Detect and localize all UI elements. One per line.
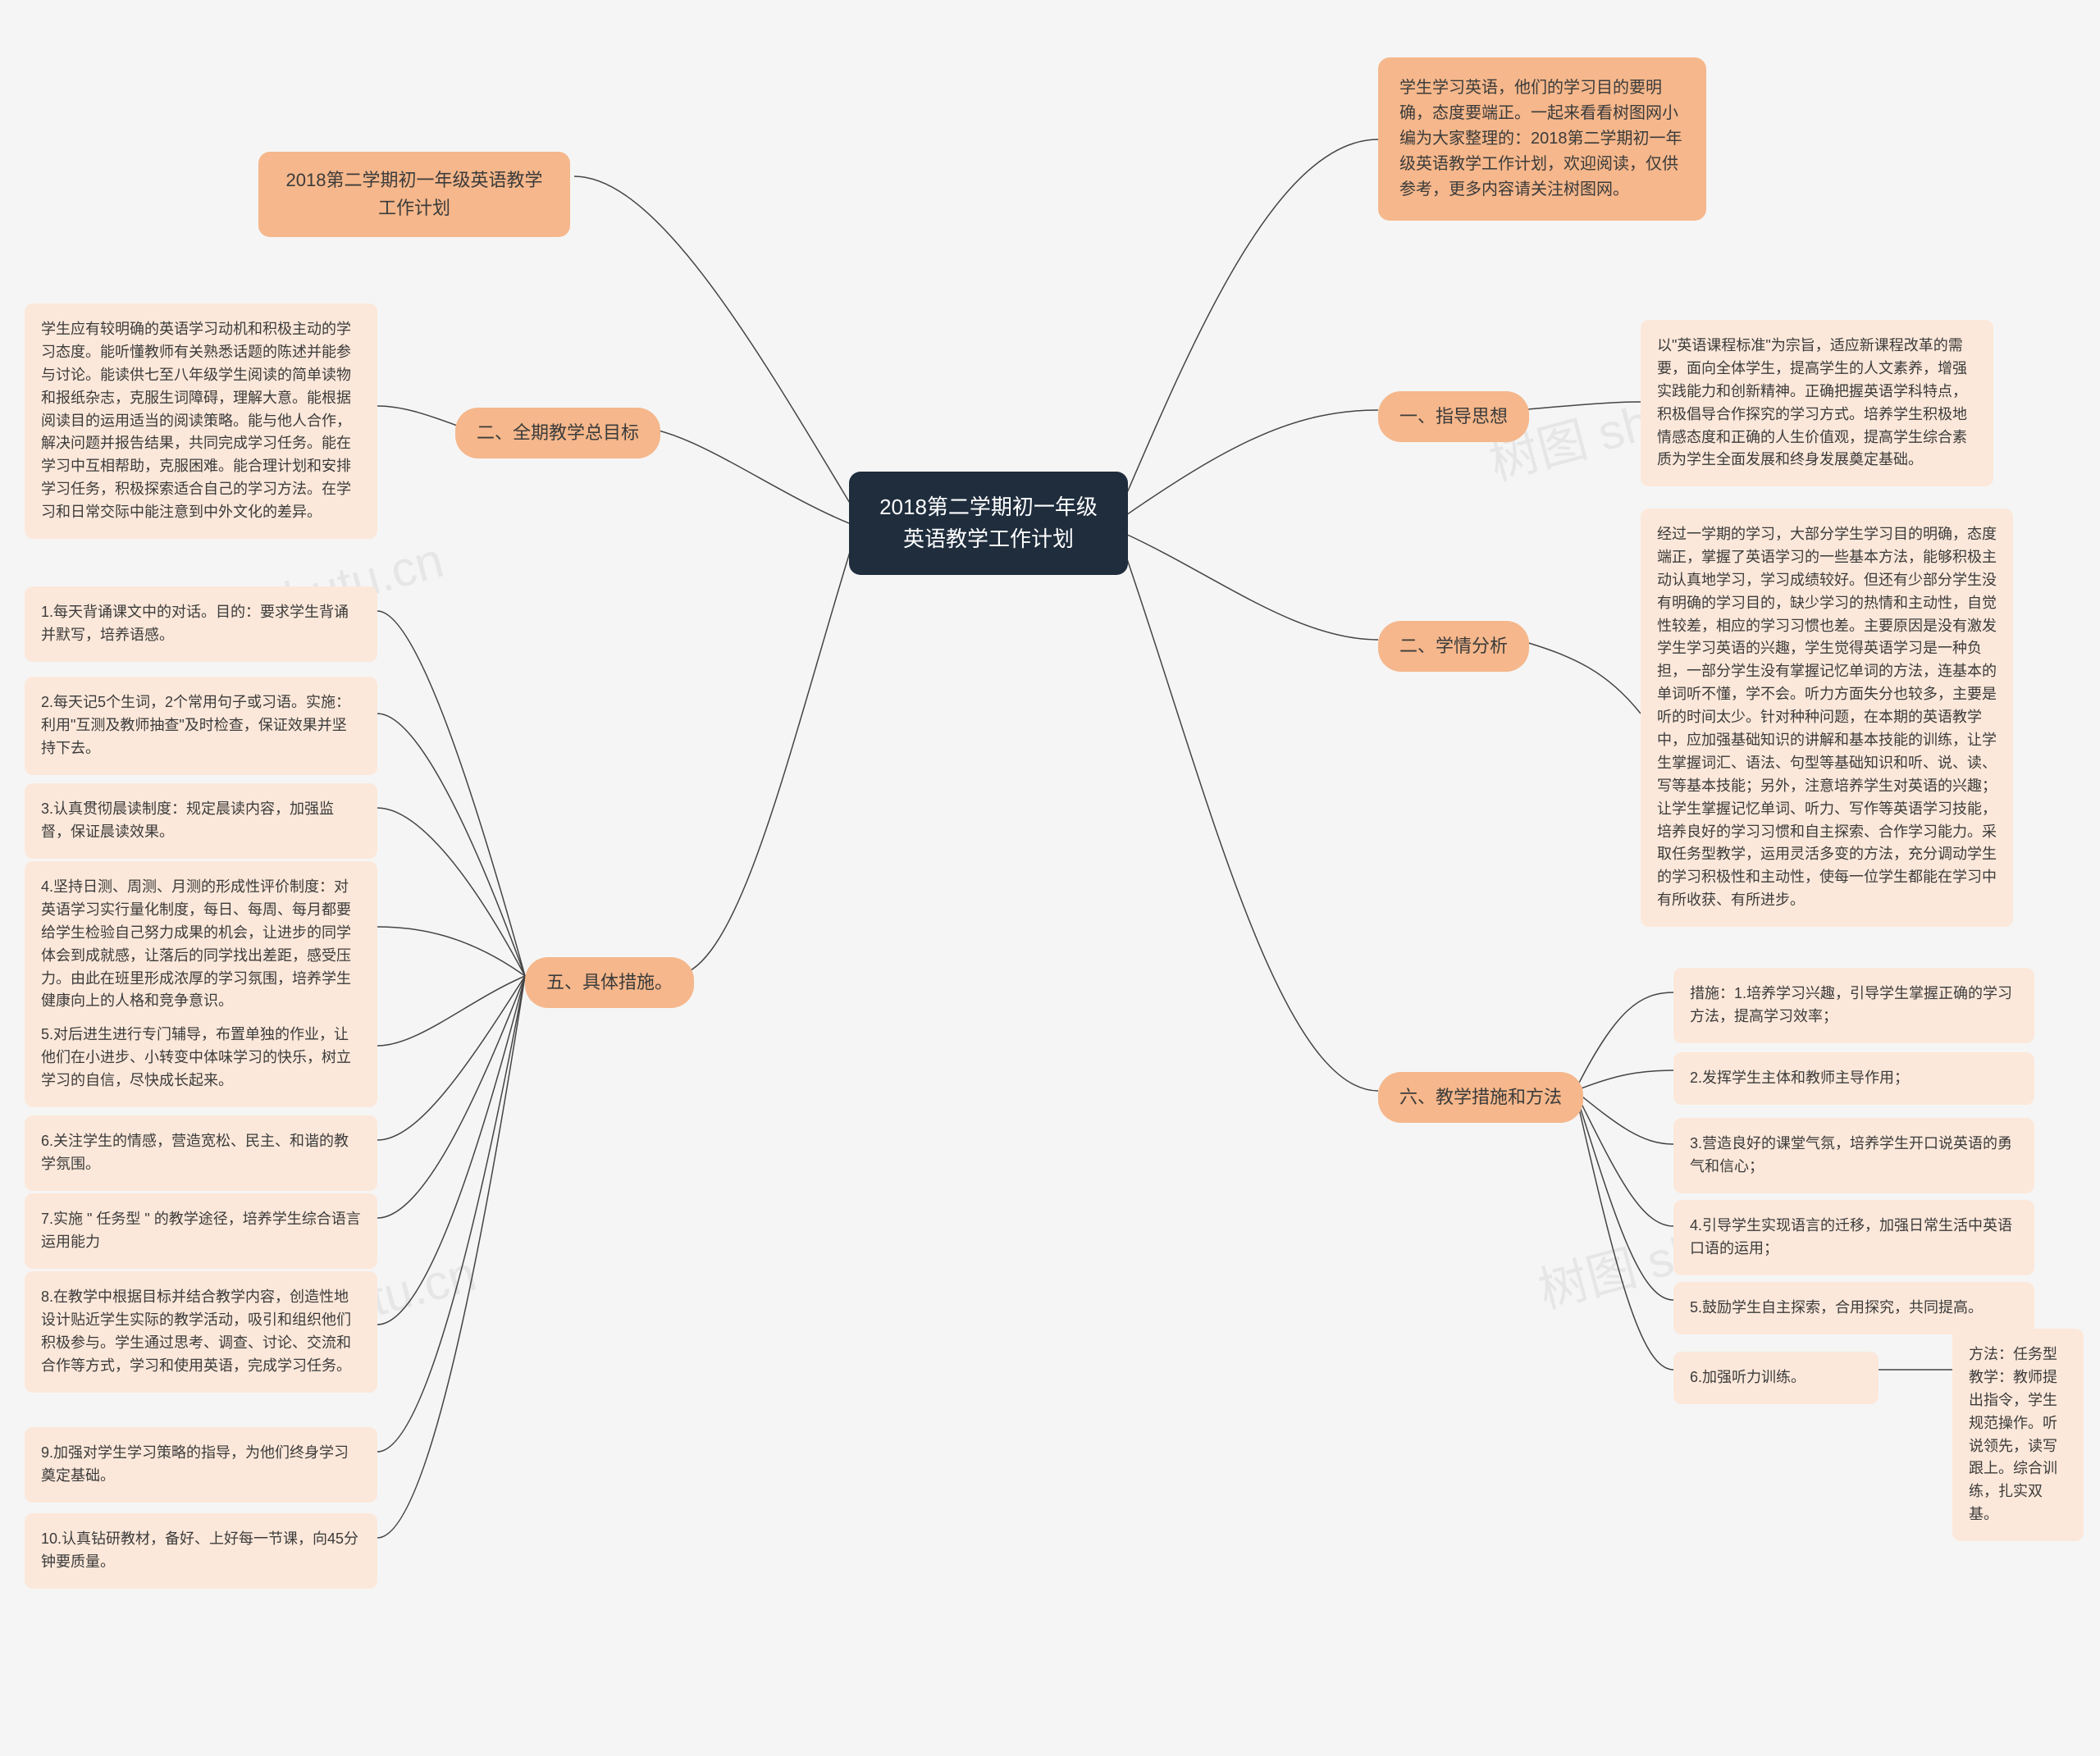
leaf-guide-1: 以"英语课程标准"为宗旨，适应新课程改革的需要，面向全体学生，提高学生的人文素养… [1641,320,1993,486]
leaf-meth-2: 2.发挥学生主体和教师主导作用； [1673,1052,2034,1105]
leaf-meth-6: 6.加强听力训练。 [1673,1352,1879,1404]
leaf-spec-6: 6.关注学生的情感，营造宽松、民主、和谐的教学氛围。 [25,1115,377,1191]
leaf-meth-1: 措施：1.培养学习兴趣，引导学生掌握正确的学习方法，提高学习效率； [1673,968,2034,1043]
branch-meth: 六、教学措施和方法 [1378,1072,1583,1123]
leaf-spec-4: 4.坚持日测、周测、月测的形成性评价制度：对英语学习实行量化制度，每日、每周、每… [25,861,377,1028]
leaf-meth-3: 3.营造良好的课堂气氛，培养学生开口说英语的勇气和信心； [1673,1118,2034,1193]
branch-guide: 一、指导思想 [1378,391,1529,442]
leaf-spec-8: 8.在教学中根据目标并结合教学内容，创造性地设计贴近学生实际的教学活动，吸引和组… [25,1271,377,1393]
branch-goal: 二、全期教学总目标 [455,408,660,458]
branch-spec: 五、具体措施。 [525,957,694,1008]
leaf-analy-1: 经过一学期的学习，大部分学生学习目的明确，态度端正，掌握了英语学习的一些基本方法… [1641,509,2013,927]
leaf-meth-5: 5.鼓励学生自主探索，合用探究，共同提高。 [1673,1282,2034,1334]
leaf-spec-1: 1.每天背诵课文中的对话。目的：要求学生背诵并默写，培养语感。 [25,586,377,662]
leaf-spec-5: 5.对后进生进行专门辅导，布置单独的作业，让他们在小进步、小转变中体味学习的快乐… [25,1009,377,1107]
leaf-meth-6-sub: 方法：任务型教学：教师提出指令，学生规范操作。听说领先，读写跟上。综合训练，扎实… [1952,1329,2084,1541]
leaf-spec-9: 9.加强对学生学习策略的指导，为他们终身学习奠定基础。 [25,1427,377,1503]
root-node: 2018第二学期初一年级英语教学工作计划 [849,472,1128,575]
leaf-spec-2: 2.每天记5个生词，2个常用句子或习语。实施：利用"互测及教师抽查"及时检查，保… [25,677,377,775]
leaf-meth-4: 4.引导学生实现语言的迁移，加强日常生活中英语口语的运用； [1673,1200,2034,1275]
leaf-goal-1: 学生应有较明确的英语学习动机和积极主动的学习态度。能听懂教师有关熟悉话题的陈述并… [25,303,377,539]
branch-title: 2018第二学期初一年级英语教学工作计划 [258,152,570,237]
branch-analy: 二、学情分析 [1378,621,1529,672]
leaf-spec-3: 3.认真贯彻晨读制度：规定晨读内容，加强监督，保证晨读效果。 [25,783,377,859]
leaf-spec-10: 10.认真钻研教材，备好、上好每一节课，向45分钟要质量。 [25,1513,377,1589]
intro-text: 学生学习英语，他们的学习目的要明确，态度要端正。一起来看看树图网小编为大家整理的… [1378,57,1706,221]
leaf-spec-7: 7.实施 " 任务型 " 的教学途径，培养学生综合语言运用能力 [25,1193,377,1269]
